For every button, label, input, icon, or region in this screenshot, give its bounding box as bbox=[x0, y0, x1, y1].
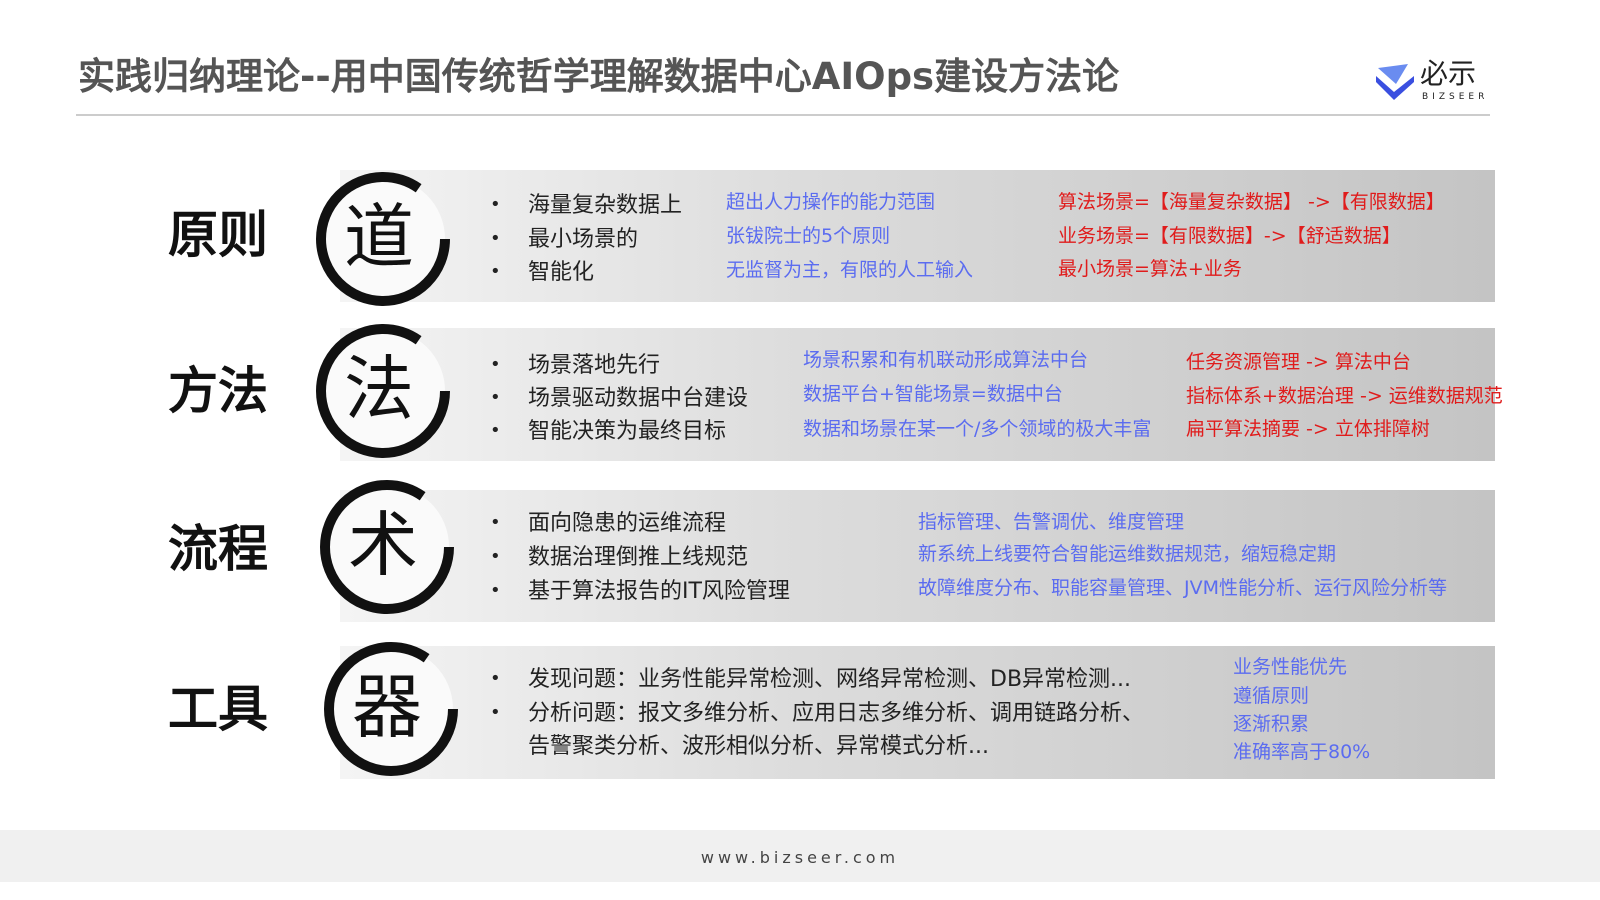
footer-url: www.bizseer.com bbox=[700, 848, 900, 867]
bullet-item: 最小场景的 bbox=[490, 226, 638, 254]
logo-cn: 必示 bbox=[1420, 57, 1477, 90]
row-label-method: 方法 bbox=[168, 362, 268, 420]
logo-mark-icon bbox=[1376, 64, 1414, 100]
red-note: 最小场景=算法+业务 bbox=[1058, 258, 1242, 280]
blue-note: 超出人力操作的能力范围 bbox=[726, 191, 936, 213]
logo-en: BIZSEER bbox=[1422, 92, 1489, 102]
bullet-item: 数据治理倒推上线规范 bbox=[490, 544, 748, 572]
emblem-shu: 术 bbox=[312, 472, 462, 622]
emblem-fa: 法 bbox=[308, 316, 458, 466]
row-label-principle: 原则 bbox=[168, 206, 268, 264]
emblem-qi: 器 bbox=[316, 634, 466, 784]
red-note: 业务场景=【有限数据】->【舒适数据】 bbox=[1058, 225, 1401, 247]
emblem-character: 道 bbox=[344, 196, 414, 278]
row-label-process: 流程 bbox=[168, 520, 268, 578]
page-title: 实践归纳理论--用中国传统哲学理解数据中心AIOps建设方法论 bbox=[78, 55, 1120, 98]
bullet-item: 基于算法报告的IT风险管理 bbox=[490, 578, 790, 606]
bullet-item: 场景落地先行 bbox=[490, 352, 660, 380]
blue-note: 数据平台+智能场景=数据中台 bbox=[803, 383, 1063, 405]
emblem-dao: 道 bbox=[308, 164, 458, 314]
red-note: 算法场景=【海量复杂数据】 ->【有限数据】 bbox=[1058, 191, 1445, 213]
emblem-character: 器 bbox=[352, 666, 422, 748]
title-divider bbox=[76, 114, 1490, 116]
red-note: 指标体系+数据治理 -> 运维数据规范 bbox=[1186, 385, 1503, 407]
bullet-item: 分析问题：报文多维分析、应用日志多维分析、调用链路分析、 bbox=[490, 700, 1144, 728]
red-note: 扁平算法摘要 -> 立体排障树 bbox=[1186, 418, 1430, 440]
bullet-item: 海量复杂数据上 bbox=[490, 192, 682, 220]
blue-note: 新系统上线要符合智能运维数据规范，缩短稳定期 bbox=[918, 543, 1337, 565]
emblem-character: 术 bbox=[348, 504, 418, 586]
blue-note: 指标管理、告警调优、维度管理 bbox=[918, 511, 1185, 533]
bullet-item: 面向隐患的运维流程 bbox=[490, 510, 726, 538]
blue-note: 数据和场景在某一个/多个领域的极大丰富 bbox=[803, 418, 1152, 440]
blue-note: 遵循原则 bbox=[1233, 685, 1310, 707]
blue-note: 无监督为主，有限的人工输入 bbox=[726, 259, 974, 281]
blue-note: 业务性能优先 bbox=[1233, 656, 1348, 678]
blue-note: 逐渐积累 bbox=[1233, 713, 1310, 735]
blue-note: 张钹院士的5个原则 bbox=[726, 225, 891, 247]
bullet-item: 发现问题：业务性能异常检测、网络异常检测、DB异常检测... bbox=[490, 666, 1131, 694]
footer-bar bbox=[0, 830, 1600, 882]
bullet-continuation: 告警聚类分析、波形相似分析、异常模式分析... bbox=[528, 734, 989, 759]
bullet-item: 场景驱动数据中台建设 bbox=[490, 385, 748, 413]
bullet-item: 智能化 bbox=[490, 259, 594, 287]
red-note: 任务资源管理 -> 算法中台 bbox=[1186, 351, 1411, 373]
bullet-item: 智能决策为最终目标 bbox=[490, 418, 726, 446]
blue-note: 准确率高于80% bbox=[1233, 741, 1371, 763]
row-label-tools: 工具 bbox=[168, 680, 268, 738]
emblem-character: 法 bbox=[344, 348, 414, 430]
blue-note: 场景积累和有机联动形成算法中台 bbox=[803, 349, 1089, 371]
bizseer-logo: 必示 BIZSEER bbox=[1374, 60, 1494, 104]
blue-note: 故障维度分布、职能容量管理、JVM性能分析、运行风险分析等 bbox=[918, 577, 1447, 599]
